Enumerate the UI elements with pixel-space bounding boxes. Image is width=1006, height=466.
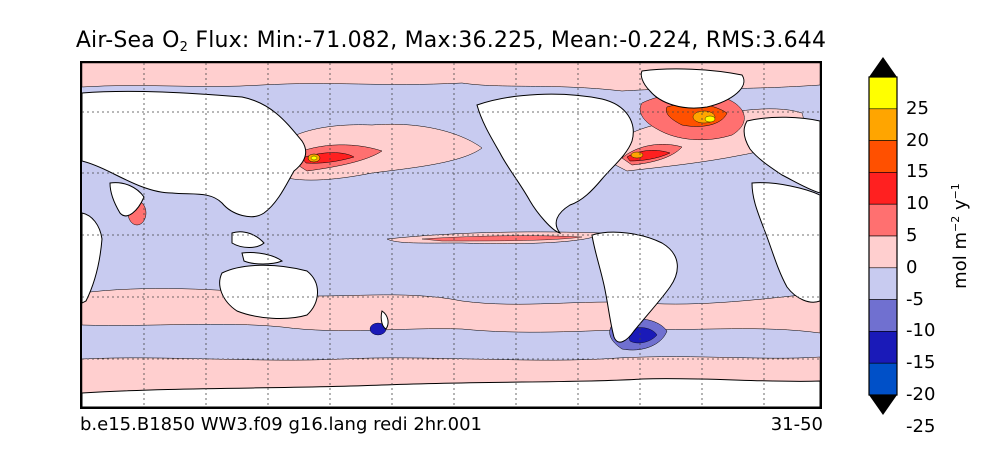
colorbar-swatch [868,203,898,237]
new-guinea-land [241,252,284,265]
asia-land [82,90,307,218]
greenland-land [640,68,745,109]
colorbar-tick-label: -25 [906,415,936,437]
india-land [109,182,145,217]
land-masses [82,68,820,407]
subpolar-atlantic-max [704,115,716,123]
colorbar-swatch [868,362,898,396]
colorbar-tick-label: 10 [906,193,929,215]
title-subscript: 2 [179,40,189,55]
colorbar-swatch [868,235,898,269]
colorbar-tick-label: 20 [906,129,929,151]
colorbar-tick-label: 25 [906,97,929,119]
colorbar-tick-label: -10 [906,320,936,342]
flux-map [80,61,822,409]
colorbar-swatch [868,299,898,332]
new-zealand-land [380,310,389,330]
units-exp1: −2 [949,215,962,232]
graticule [82,63,820,407]
colorbar-swatch [868,108,898,141]
colorbar [868,57,898,415]
colorbar-tick-label: -20 [906,384,936,405]
units-exp2: −1 [949,183,962,200]
kuroshio-max [310,155,318,161]
gulf-stream-peak [630,151,644,159]
colorbar-swatch [868,267,898,300]
antarctica-land [82,378,820,407]
title-suffix: Flux: Min:-71.082, Max:36.225, Mean:-0.2… [188,28,827,53]
map-canvas [82,63,820,407]
colorbar-swatch [868,140,898,173]
south-america-land [591,231,678,343]
patagonia-negative-core [626,327,658,344]
units-base: mol m [950,232,971,289]
australia-land [219,264,318,319]
colorbar-swatch [868,331,898,364]
colorbar-tick-label: 5 [906,225,918,246]
run-name-caption: b.e15.B1850 WW3.f09 g16.lang redi 2hr.00… [80,414,483,435]
equatorial-pacific-core [421,235,583,242]
colorbar-tick-label: 15 [906,161,929,183]
indonesia-land [231,231,265,248]
africa-east-land [82,212,103,304]
colorbar-units-label: mol m−2 y−1 [949,183,971,289]
colorbar-swatch [868,76,898,110]
colorbar-tick-label: -5 [906,288,924,310]
year-range-caption: 31-50 [770,414,823,435]
title-prefix: Air-Sea O [75,28,180,53]
figure-title: Air-Sea O2 Flux: Min:-71.082, Max:36.225… [0,28,902,55]
units-mid: y [950,199,971,216]
colorbar-swatch [868,172,898,205]
europe-land [743,116,820,194]
colorbar-tick-label: -15 [906,352,936,374]
colorbar-tick-label: 0 [906,256,918,278]
africa-west-land [751,182,820,303]
